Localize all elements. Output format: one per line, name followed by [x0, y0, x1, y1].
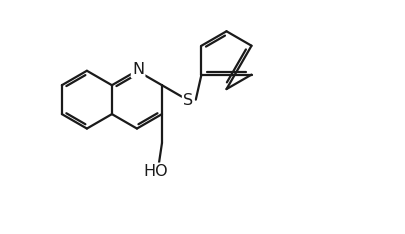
Text: N: N: [132, 62, 144, 77]
Text: S: S: [183, 93, 193, 108]
Text: HO: HO: [143, 164, 168, 179]
